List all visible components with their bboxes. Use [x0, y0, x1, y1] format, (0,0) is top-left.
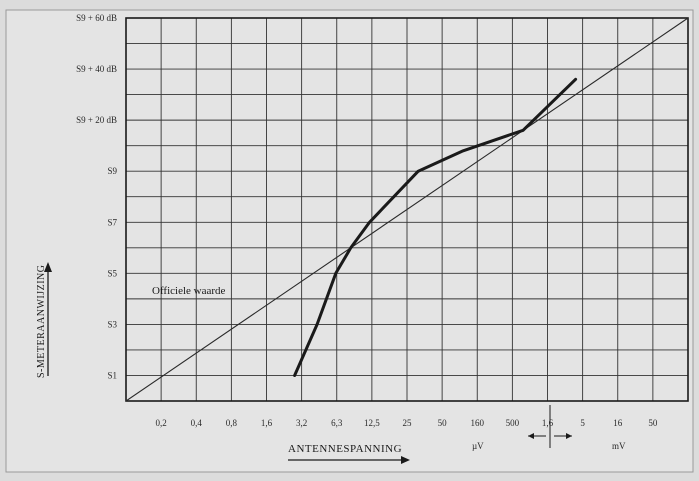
y-tick-label: S5: [107, 268, 117, 278]
series-line-official: [125, 17, 689, 402]
y-tick-label: S7: [107, 217, 117, 227]
unit-mv: mV: [612, 441, 626, 451]
y-axis-title: S-METERAANWIJZING: [36, 265, 47, 379]
chart-frame: [5, 9, 694, 473]
uv-arrow-head: [528, 433, 534, 439]
x-tick-label: 0,8: [226, 418, 238, 428]
x-tick-label: 1,6: [261, 418, 273, 428]
x-tick-label: 50: [648, 418, 658, 428]
x-tick-label: 1,6: [542, 418, 554, 428]
series-layer: [125, 17, 689, 402]
x-tick-labels: 0,2 0,4 0,8 1,6 3,2 6,3 12,5 25 50 160 500 1,6 5 16 50: [156, 418, 658, 428]
x-tick-label: 0,2: [156, 418, 167, 428]
mv-arrow-head: [566, 433, 572, 439]
x-tick-label: 0,4: [191, 418, 203, 428]
x-tick-label: 500: [506, 418, 520, 428]
x-tick-label: 12,5: [364, 418, 380, 428]
x-axis-title: ANTENNESPANNING: [288, 443, 402, 455]
x-tick-label: 16: [613, 418, 623, 428]
official-value-label: Officiele waarde: [152, 285, 226, 297]
y-axis-arrow-head: [44, 262, 52, 272]
grid: [126, 18, 688, 401]
y-tick-label: S9 + 20 dB: [76, 115, 117, 125]
series-line-measured: [293, 77, 578, 377]
x-tick-label: 5: [580, 418, 585, 428]
y-tick-label: S9 + 60 dB: [76, 13, 117, 23]
x-tick-label: 3,2: [296, 418, 307, 428]
x-tick-label: 160: [471, 418, 485, 428]
y-tick-label: S1: [107, 370, 117, 380]
y-tick-labels: S1 S3 S5 S7 S9 S9 + 20 dB S9 + 40 dB S9 + 60 dB: [76, 13, 117, 380]
x-axis-arrow-head: [401, 456, 410, 464]
x-tick-label: 6,3: [331, 418, 343, 428]
y-tick-label: S9 + 40 dB: [76, 64, 117, 74]
x-tick-label: 25: [403, 418, 413, 428]
unit-uv: µV: [472, 441, 484, 451]
plot-border: [125, 17, 689, 402]
x-tick-label: 50: [438, 418, 448, 428]
y-tick-label: S9: [107, 166, 117, 176]
y-tick-label: S3: [107, 319, 117, 329]
